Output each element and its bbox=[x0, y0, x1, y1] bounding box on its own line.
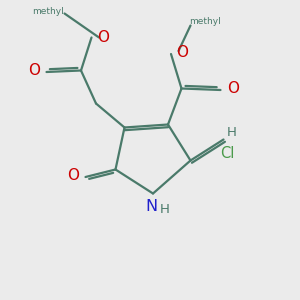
Text: O: O bbox=[97, 30, 109, 45]
Text: N: N bbox=[146, 199, 158, 214]
Text: O: O bbox=[28, 63, 40, 78]
Text: H: H bbox=[160, 202, 169, 216]
Text: O: O bbox=[176, 45, 188, 60]
Text: O: O bbox=[67, 168, 79, 183]
Text: Cl: Cl bbox=[220, 146, 234, 161]
Text: H: H bbox=[227, 125, 237, 139]
Text: O: O bbox=[227, 81, 239, 96]
Text: methyl: methyl bbox=[190, 17, 221, 26]
Text: methyl: methyl bbox=[32, 8, 64, 16]
